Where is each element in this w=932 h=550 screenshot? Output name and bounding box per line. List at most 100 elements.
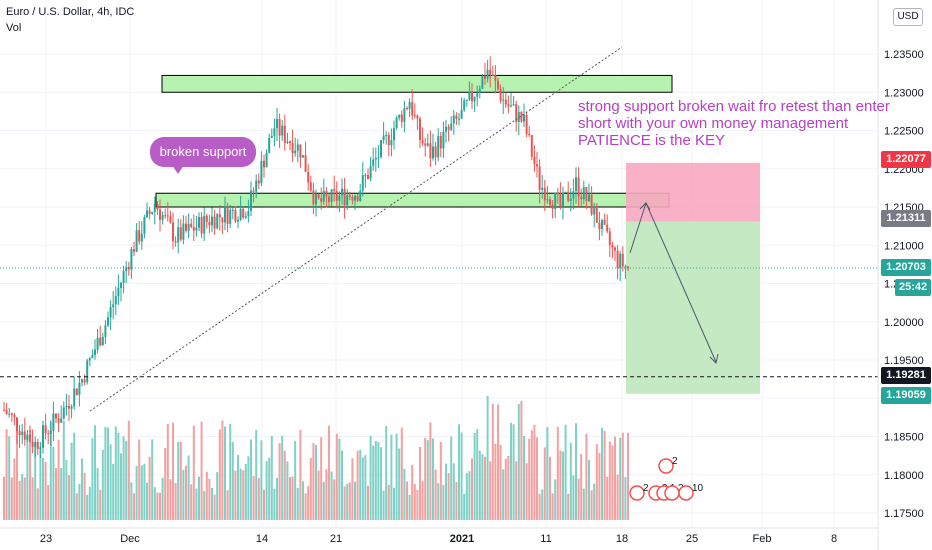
candle-body bbox=[91, 355, 94, 359]
broken-support-callout[interactable]: broken support bbox=[150, 137, 256, 167]
candle-body bbox=[541, 187, 544, 190]
candle-body bbox=[104, 325, 107, 337]
candle-body bbox=[567, 191, 570, 201]
candle-body bbox=[593, 205, 596, 215]
candle-body bbox=[419, 118, 421, 140]
candle-body bbox=[107, 317, 109, 326]
volume-bar bbox=[361, 457, 364, 520]
volume-bar bbox=[486, 395, 489, 520]
candle-body bbox=[330, 189, 333, 202]
volume-bar bbox=[135, 465, 138, 520]
candle-body bbox=[94, 349, 96, 356]
candle-body bbox=[616, 250, 619, 269]
volume-bar bbox=[234, 470, 237, 520]
candle-body bbox=[369, 165, 372, 179]
volume-bar bbox=[627, 432, 629, 520]
candle-body bbox=[317, 193, 320, 199]
candle-body bbox=[304, 155, 307, 172]
candle-body bbox=[114, 296, 117, 305]
volume-bar bbox=[406, 481, 408, 520]
candle-body bbox=[432, 146, 434, 159]
volume-bar bbox=[140, 465, 143, 520]
candle-body bbox=[13, 414, 16, 418]
volume-bar bbox=[520, 400, 523, 520]
bar-countdown-badge: 25:42 bbox=[895, 279, 931, 296]
candle-body bbox=[16, 417, 18, 432]
projection-arrow-down bbox=[709, 353, 719, 364]
candle-body bbox=[307, 171, 310, 183]
currency-button[interactable]: USD bbox=[893, 8, 923, 26]
candle-body bbox=[447, 126, 450, 130]
volume-bar bbox=[499, 445, 502, 520]
volume-bar bbox=[299, 429, 302, 520]
volume-bar bbox=[270, 436, 273, 520]
volume-bar bbox=[68, 475, 70, 520]
volume-bar bbox=[138, 439, 141, 520]
volume-bar bbox=[148, 456, 151, 520]
candle-body bbox=[445, 126, 447, 132]
candle-body bbox=[356, 195, 359, 201]
volume-bar bbox=[143, 463, 146, 520]
volume-bar bbox=[291, 476, 294, 520]
time-tick-label: 8 bbox=[831, 533, 837, 545]
volume-bar bbox=[333, 479, 336, 520]
volume-bar bbox=[190, 484, 193, 520]
candle-body bbox=[590, 194, 593, 215]
volume-bar bbox=[502, 469, 505, 520]
candle-body bbox=[302, 155, 304, 158]
candle-body bbox=[226, 206, 229, 224]
candle-body bbox=[510, 105, 512, 107]
candle-body bbox=[608, 231, 611, 245]
volume-bar bbox=[166, 424, 169, 520]
candle-body bbox=[471, 91, 473, 102]
time-tick-label: 2021 bbox=[450, 533, 474, 545]
take-profit-zone bbox=[626, 221, 760, 394]
volume-bar bbox=[330, 471, 333, 520]
volume-bar bbox=[62, 420, 65, 520]
time-axis[interactable]: 23 Dec 14 21 2021 11 18 25 Feb 8 bbox=[0, 527, 878, 545]
volume-bar bbox=[582, 488, 585, 520]
volume-bar bbox=[359, 449, 362, 520]
volume-bar bbox=[133, 493, 135, 520]
candle-body bbox=[588, 194, 590, 202]
candle-body bbox=[21, 431, 24, 436]
volume-bar bbox=[44, 462, 47, 520]
volume-bar bbox=[468, 471, 471, 520]
short-position-tool[interactable] bbox=[626, 162, 760, 394]
volume-bar bbox=[101, 449, 104, 520]
candle-body bbox=[237, 219, 239, 222]
candle-body bbox=[562, 192, 564, 207]
volume-bar bbox=[536, 437, 538, 520]
candle-body bbox=[200, 216, 203, 234]
candles bbox=[3, 56, 629, 459]
volume-bar bbox=[577, 478, 580, 520]
volume-bar bbox=[494, 443, 497, 520]
volume-bar bbox=[88, 486, 91, 520]
trade-note[interactable]: strong support broken wait fro retest th… bbox=[578, 98, 898, 149]
volume-bar bbox=[608, 441, 611, 520]
candle-body bbox=[395, 117, 398, 129]
volume-bar bbox=[484, 456, 486, 520]
volume-bar bbox=[489, 461, 492, 520]
candle-body bbox=[10, 413, 13, 415]
candle-body bbox=[380, 140, 382, 158]
candle-body bbox=[36, 441, 39, 449]
candle-body bbox=[174, 241, 177, 243]
candle-body bbox=[140, 233, 143, 242]
volume-bar bbox=[525, 463, 528, 520]
candle-body bbox=[52, 413, 55, 431]
candle-body bbox=[450, 123, 453, 130]
candle-body bbox=[424, 143, 427, 146]
volume-bar bbox=[523, 436, 525, 520]
volume-bar bbox=[107, 427, 109, 520]
candle-body bbox=[390, 140, 393, 146]
volume-bars bbox=[3, 395, 629, 520]
event-markers[interactable]: 2231210 bbox=[629, 456, 704, 501]
volume-bar bbox=[369, 435, 372, 520]
volume-bar bbox=[86, 494, 89, 520]
candle-body bbox=[530, 135, 533, 157]
candle-body bbox=[86, 360, 89, 383]
volume-bar bbox=[325, 469, 328, 520]
volume-bar bbox=[112, 463, 115, 520]
